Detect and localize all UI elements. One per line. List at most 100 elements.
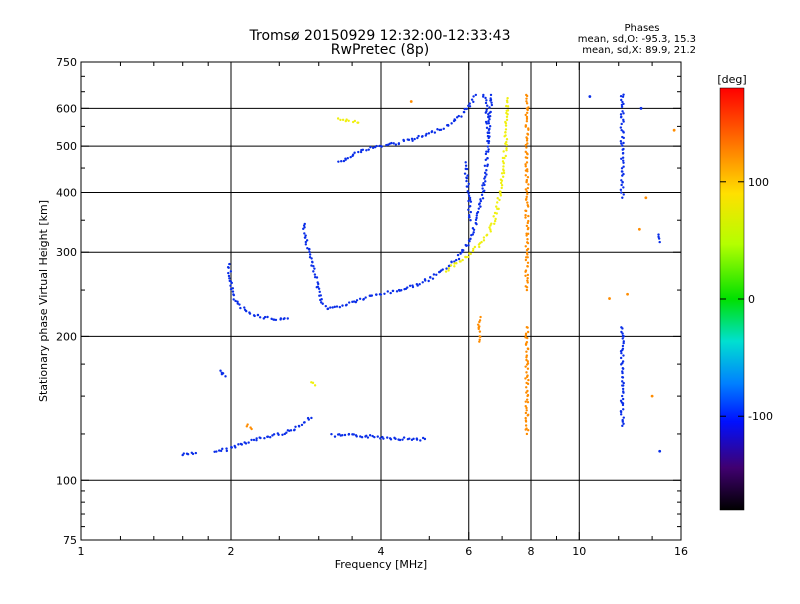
- data-point: [492, 215, 495, 218]
- data-point: [447, 267, 451, 270]
- data-point: [466, 174, 469, 177]
- data-point: [229, 287, 233, 291]
- data-point: [524, 209, 528, 213]
- data-point: [397, 142, 401, 145]
- data-point: [250, 427, 253, 431]
- data-point: [277, 433, 280, 436]
- data-point: [619, 139, 623, 143]
- data-point: [502, 171, 506, 175]
- data-point: [409, 100, 413, 103]
- data-point: [315, 276, 319, 279]
- data-point: [490, 103, 494, 107]
- data-point: [484, 175, 487, 178]
- data-point: [227, 266, 230, 270]
- y-tick-label: 100: [56, 474, 77, 487]
- data-point: [620, 98, 623, 102]
- data-point: [620, 179, 623, 182]
- data-point: [621, 327, 624, 330]
- data-point: [469, 219, 472, 222]
- data-point: [417, 134, 420, 138]
- phase-stats-o: mean, sd,O: -95.3, 15.3: [578, 34, 696, 45]
- data-point: [526, 221, 529, 225]
- data-point: [483, 164, 487, 167]
- data-point: [502, 150, 505, 153]
- data-point: [504, 134, 507, 137]
- data-point: [524, 428, 527, 431]
- data-point: [487, 136, 490, 140]
- data-point: [621, 174, 624, 177]
- data-point: [326, 307, 330, 310]
- data-point: [526, 227, 530, 231]
- data-point: [484, 152, 488, 156]
- data-point: [468, 105, 472, 108]
- data-point: [621, 332, 624, 335]
- data-point: [622, 422, 625, 425]
- data-point: [390, 141, 393, 145]
- data-point: [465, 177, 469, 180]
- data-point: [333, 435, 337, 438]
- data-point: [621, 196, 624, 199]
- data-point: [304, 234, 307, 237]
- data-point: [524, 343, 528, 346]
- data-point: [484, 96, 487, 100]
- data-point: [525, 409, 528, 412]
- data-point: [356, 121, 360, 124]
- data-point: [411, 285, 415, 289]
- data-point: [302, 227, 305, 231]
- data-point: [481, 184, 484, 187]
- data-point: [213, 450, 216, 454]
- data-point: [496, 201, 499, 204]
- data-point: [621, 337, 624, 340]
- data-point: [650, 394, 654, 398]
- data-point: [524, 198, 528, 201]
- y-tick-label: 500: [56, 140, 77, 153]
- data-point: [289, 429, 293, 432]
- data-point: [475, 216, 478, 220]
- data-point: [525, 375, 529, 379]
- data-point: [463, 107, 466, 111]
- data-point: [371, 434, 374, 438]
- data-point: [525, 224, 529, 228]
- data-point: [526, 265, 529, 268]
- data-point: [487, 131, 491, 135]
- data-point: [525, 286, 529, 289]
- data-point: [483, 177, 486, 180]
- data-point: [453, 265, 456, 268]
- data-point: [457, 114, 460, 118]
- data-point: [467, 192, 470, 195]
- data-point: [619, 126, 623, 129]
- data-point: [524, 258, 528, 262]
- data-point: [500, 172, 504, 175]
- data-point: [621, 375, 624, 379]
- data-point: [342, 159, 346, 163]
- data-point: [524, 188, 528, 191]
- data-point: [484, 111, 487, 114]
- data-point: [243, 306, 246, 309]
- data-point: [355, 299, 359, 302]
- data-point: [483, 171, 487, 175]
- data-point: [458, 260, 462, 263]
- data-point: [525, 363, 529, 366]
- data-point: [398, 438, 402, 442]
- data-point: [365, 434, 368, 438]
- data-point: [622, 186, 625, 189]
- data-point: [232, 298, 235, 301]
- data-point: [474, 221, 477, 225]
- data-point: [622, 354, 625, 357]
- data-point: [391, 289, 395, 293]
- data-point: [499, 192, 502, 195]
- data-point: [475, 214, 478, 217]
- data-point: [504, 128, 508, 131]
- data-point: [620, 157, 623, 161]
- data-point: [310, 416, 313, 420]
- data-point: [621, 380, 624, 383]
- colorbar-tick-label: 0: [748, 293, 755, 306]
- data-point: [238, 303, 241, 306]
- data-point: [317, 282, 320, 286]
- data-point: [482, 239, 486, 242]
- data-point: [621, 110, 624, 113]
- data-point: [465, 107, 468, 111]
- data-point: [227, 271, 230, 275]
- data-point: [622, 408, 625, 411]
